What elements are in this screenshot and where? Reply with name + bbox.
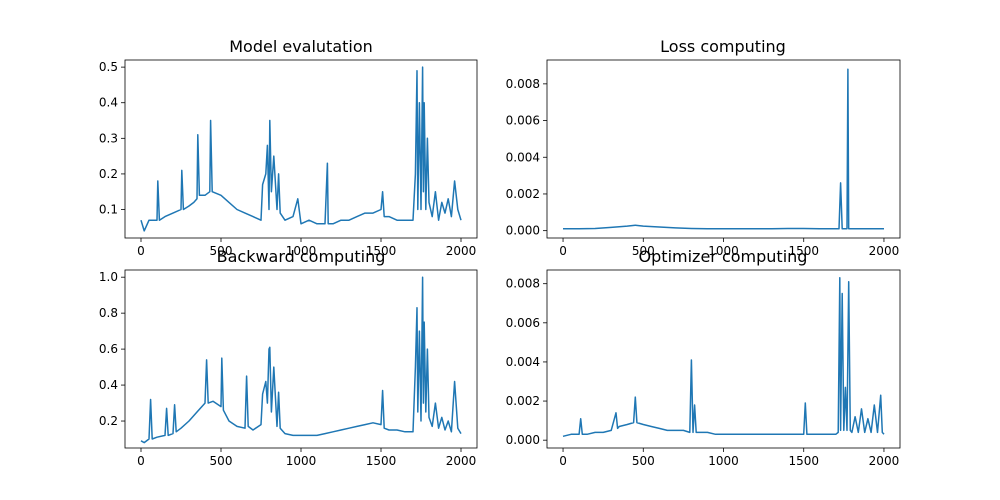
subplot-title-model-evaluation: Model evalutation <box>229 37 373 56</box>
y-tick-label: 0.2 <box>99 167 118 181</box>
x-tick-label: 1500 <box>366 454 397 468</box>
y-tick-label: 0.6 <box>99 342 118 356</box>
x-tick-label: 2000 <box>869 244 900 258</box>
x-tick-label: 0 <box>137 454 145 468</box>
series-line <box>563 68 884 230</box>
y-tick-label: 0.002 <box>506 394 540 408</box>
x-tick-label: 1000 <box>708 244 739 258</box>
subplot-optimizer-computing: 0 500 1000 1500 2000 0.000 0.002 0.004 0.006 0.00… <box>506 247 901 468</box>
y-tick-label: 1.0 <box>99 270 118 284</box>
x-tick-label: 500 <box>632 244 655 258</box>
x-tick-label: 500 <box>210 244 233 258</box>
y-tick-label: 0.008 <box>506 77 540 91</box>
y-tick-label: 0.002 <box>506 187 540 201</box>
series-line <box>140 276 462 444</box>
y-tick-label: 0.3 <box>99 131 118 145</box>
x-tick-label: 500 <box>632 454 655 468</box>
series-line <box>140 66 462 232</box>
subplot-title-backward-computing: Backward computing <box>217 247 386 266</box>
x-tick-label: 500 <box>210 454 233 468</box>
subplot-loss-computing: 0 500 1000 1500 2000 0.000 0.002 0.004 0.006 0.00… <box>506 37 901 258</box>
y-tick-label: 0.000 <box>506 433 540 447</box>
y-tick-label: 0.006 <box>506 316 540 330</box>
y-tick-label: 0.008 <box>506 277 540 291</box>
subplot-title-loss-computing: Loss computing <box>660 37 786 56</box>
y-tick-label: 0.4 <box>99 96 118 110</box>
x-tick-label: 1000 <box>286 244 317 258</box>
x-tick-label: 1500 <box>788 454 819 468</box>
x-tick-label: 1000 <box>286 454 317 468</box>
subplot-title-optimizer-computing: Optimizer computing <box>639 247 808 266</box>
x-tick-label: 0 <box>559 244 567 258</box>
x-tick-label: 2000 <box>869 454 900 468</box>
y-tick-label: 0.8 <box>99 306 118 320</box>
x-tick-label: 1500 <box>788 244 819 258</box>
x-tick-label: 1000 <box>708 454 739 468</box>
subplot-model-evaluation: 0 500 1000 1500 2000 0.1 0.2 0.3 0.4 0.5 Model eva… <box>99 37 478 258</box>
y-tick-label: 0.006 <box>506 114 540 128</box>
x-tick-label: 2000 <box>446 454 477 468</box>
subplot-backward-computing: 0 500 1000 1500 2000 0.2 0.4 0.6 0.8 1.0 Backward … <box>99 247 478 468</box>
y-tick-label: 0.5 <box>99 60 118 74</box>
x-tick-label: 0 <box>137 244 145 258</box>
x-tick-label: 0 <box>559 454 567 468</box>
series-line <box>562 277 885 438</box>
x-tick-label: 2000 <box>446 244 477 258</box>
y-tick-label: 0.004 <box>506 150 540 164</box>
y-tick-label: 0.000 <box>506 224 540 238</box>
y-tick-label: 0.004 <box>506 355 540 369</box>
y-tick-label: 0.2 <box>99 414 118 428</box>
x-tick-label: 1500 <box>366 244 397 258</box>
y-tick-label: 0.4 <box>99 378 118 392</box>
y-tick-label: 0.1 <box>99 203 118 217</box>
